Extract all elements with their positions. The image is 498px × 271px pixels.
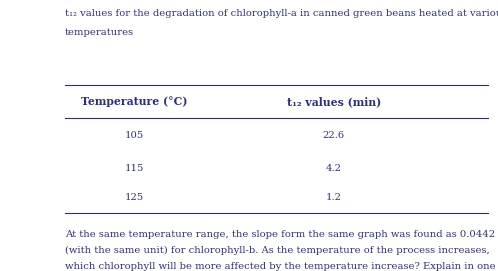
Text: (with the same unit) for chlorophyll-b. As the temperature of the process increa: (with the same unit) for chlorophyll-b. … [65,246,490,255]
Text: 22.6: 22.6 [323,131,345,140]
Text: Temperature (°C): Temperature (°C) [81,96,188,107]
Text: 105: 105 [125,131,144,140]
Text: 1.2: 1.2 [326,193,342,202]
Text: which chlorophyll will be more affected by the temperature increase? Explain in : which chlorophyll will be more affected … [65,262,496,271]
Text: 115: 115 [125,163,144,173]
Text: t₁₂ values (min): t₁₂ values (min) [286,96,381,107]
Text: 4.2: 4.2 [326,163,342,173]
Text: 125: 125 [125,193,144,202]
Text: temperatures: temperatures [65,28,134,37]
Text: t₁₂ values for the degradation of chlorophyll-a in canned green beans heated at : t₁₂ values for the degradation of chloro… [65,9,498,18]
Text: At the same temperature range, the slope form the same graph was found as 0.0442: At the same temperature range, the slope… [65,230,495,239]
